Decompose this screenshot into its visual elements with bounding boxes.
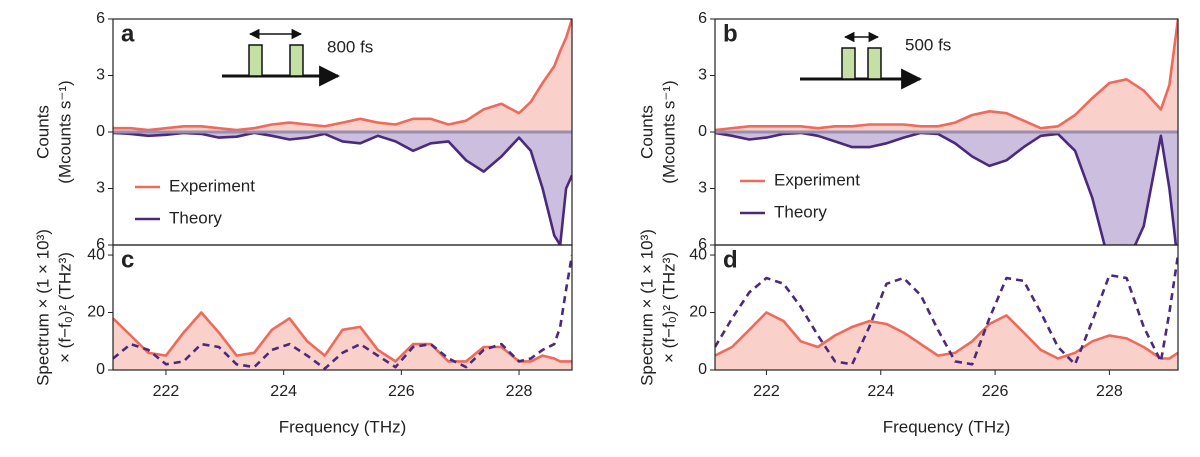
y-tick-label: 0	[96, 123, 105, 140]
y-axis-label: (Mcounts s⁻¹)	[659, 80, 678, 183]
series-area	[113, 312, 572, 370]
y-axis-label: Counts	[637, 105, 656, 159]
series-area	[113, 19, 572, 132]
y-tick-label: 40	[689, 246, 707, 263]
x-tick-label: 224	[867, 383, 894, 400]
series-area	[715, 312, 1178, 370]
y-tick-label: 6	[698, 10, 707, 27]
series-line	[715, 19, 1178, 132]
x-tick-label: 226	[388, 383, 415, 400]
y-axis-label: Counts	[33, 105, 52, 159]
plot-area	[113, 19, 572, 245]
plot-area	[715, 254, 1178, 370]
x-tick-label: 228	[1096, 383, 1123, 400]
y-tick-label: 3	[698, 180, 707, 197]
series-line	[715, 311, 1178, 360]
series-line	[715, 254, 1178, 366]
y-tick-label: 6	[96, 236, 105, 253]
x-tick-label: 226	[982, 383, 1009, 400]
y-tick-label: 0	[698, 361, 707, 378]
x-tick-label: 222	[153, 383, 180, 400]
axes-frame	[112, 244, 573, 371]
panel-label: d	[723, 246, 738, 273]
x-tick-label: 228	[506, 383, 533, 400]
panel-label: a	[121, 20, 135, 47]
y-tick-label: 20	[87, 304, 105, 321]
series-area	[715, 132, 1178, 245]
y-tick-label: 20	[689, 304, 707, 321]
y-tick-label: 3	[698, 67, 707, 84]
y-tick-label: 6	[698, 236, 707, 253]
x-axis-label: Frequency (THz)	[279, 417, 407, 436]
plot-area	[715, 19, 1178, 245]
legend-label: Experiment	[169, 176, 255, 195]
x-tick-label: 222	[753, 383, 780, 400]
series-line	[113, 131, 572, 245]
series-line	[113, 311, 572, 363]
x-axis-label: Frequency (THz)	[883, 417, 1011, 436]
legend-label: Theory	[774, 202, 827, 221]
series-line	[113, 19, 572, 132]
y-tick-label: 3	[96, 67, 105, 84]
y-axis-label: × (f−f₀)² (THz³)	[659, 252, 678, 363]
axes-frame	[714, 244, 1179, 371]
x-tick-label: 224	[270, 383, 297, 400]
y-tick-label: 6	[96, 10, 105, 27]
plot-area	[113, 254, 572, 370]
pulse-icon-a	[222, 28, 341, 87]
pulse-delay: 500 fs	[905, 35, 951, 54]
y-tick-label: 40	[87, 246, 105, 263]
panel-label: c	[121, 246, 134, 273]
y-axis-label: Spectrum × (1 × 10³)	[33, 229, 52, 386]
legend-label: Theory	[169, 208, 222, 227]
y-axis-label: (Mcounts s⁻¹)	[55, 80, 74, 183]
y-axis-label: × (f−f₀)² (THz³)	[55, 252, 74, 363]
pulse-icon-b	[800, 31, 923, 90]
series-area	[715, 19, 1178, 132]
legend-label: Experiment	[774, 170, 860, 189]
pulse-delay: 800 fs	[327, 37, 373, 56]
y-tick-label: 3	[96, 180, 105, 197]
panel-label: b	[723, 20, 738, 47]
y-axis-label: Spectrum × (1 × 10³)	[637, 229, 656, 386]
series-line	[113, 254, 572, 370]
y-tick-label: 0	[96, 361, 105, 378]
series-area	[113, 132, 572, 245]
y-tick-label: 0	[698, 123, 707, 140]
